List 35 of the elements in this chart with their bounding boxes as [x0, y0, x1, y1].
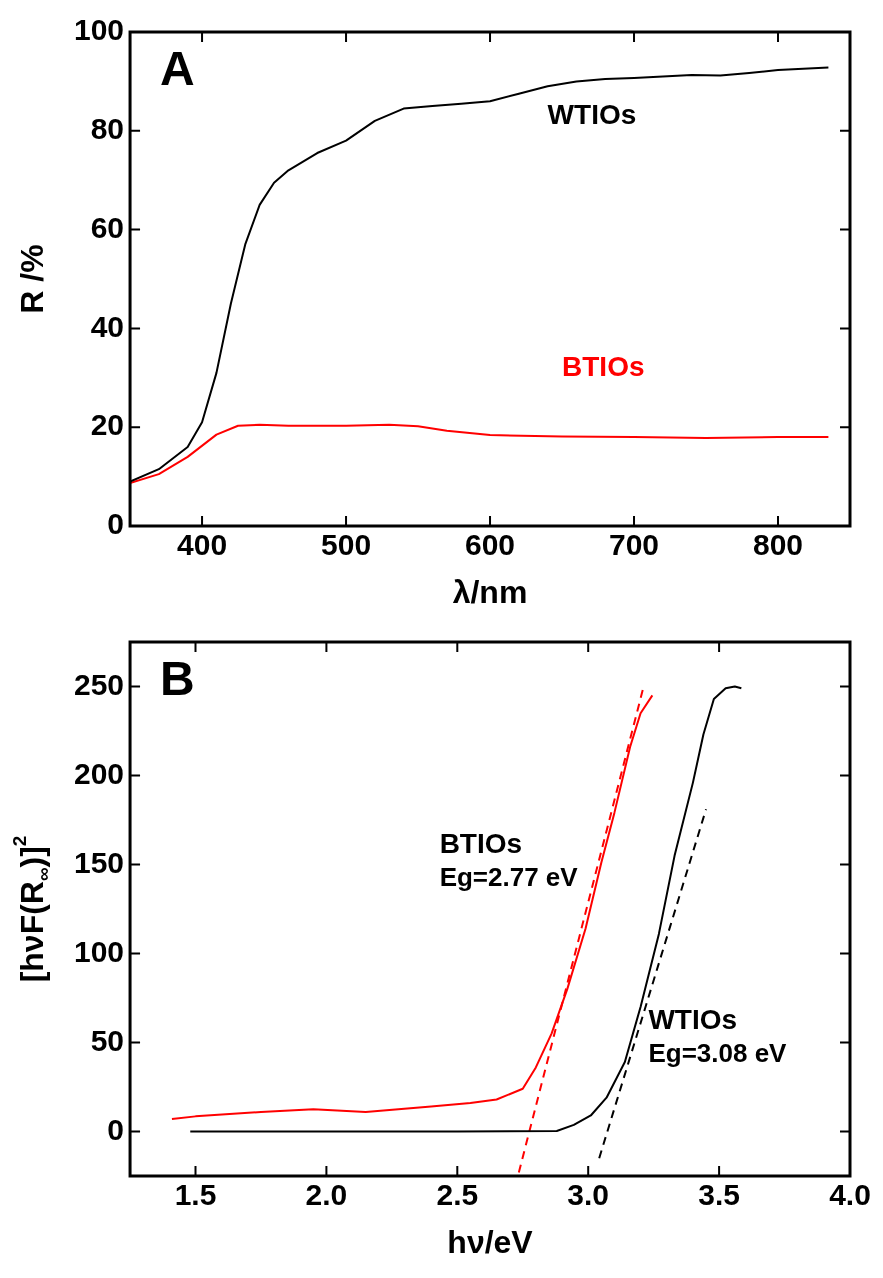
y-tick-label: 0 — [107, 1112, 125, 1146]
y-tick-label: 100 — [73, 934, 125, 968]
x-tick-label: 2.0 — [305, 1178, 348, 1212]
y-axis-title: [hνF(R∞)]2 — [9, 835, 55, 983]
y-tick-label: 80 — [90, 112, 125, 146]
x-tick-label: 700 — [608, 528, 660, 562]
chart-title: B — [160, 652, 195, 706]
y-tick-label: 60 — [90, 210, 125, 244]
y-tick-label: 50 — [90, 1023, 125, 1057]
x-tick-label: 4.0 — [829, 1178, 871, 1212]
x-axis-title: λ/nm — [452, 573, 528, 610]
series-label: WTIOs — [648, 1003, 738, 1035]
y-tick-label: 0 — [107, 507, 125, 541]
x-tick-label: 1.5 — [174, 1178, 217, 1212]
y-tick-label: 200 — [73, 756, 125, 790]
series-label: BTIOs — [562, 350, 645, 382]
text: BTIOs — [439, 827, 523, 859]
y-tick-label: 250 — [73, 667, 125, 701]
y-tick-label: 100 — [73, 13, 125, 47]
x-tick-label: 400 — [177, 528, 228, 562]
annotation: Eg=2.77 eV — [439, 862, 579, 893]
x-tick-label: 3.0 — [567, 1178, 610, 1212]
chart-title: A — [160, 42, 195, 96]
x-tick-label: 600 — [465, 528, 516, 562]
x-tick-label: 3.5 — [698, 1178, 740, 1212]
x-tick-label: 800 — [752, 528, 804, 562]
y-tick-label: 20 — [90, 408, 125, 442]
x-tick-label: 2.5 — [436, 1178, 479, 1212]
series-label: WTIOs — [547, 98, 637, 130]
x-axis-title: hν/eV — [447, 1223, 534, 1260]
annotation: Eg=3.08 eV — [648, 1038, 788, 1069]
x-tick-label: 500 — [321, 528, 372, 562]
y-axis-title: R /% — [13, 244, 50, 314]
y-tick-label: 40 — [90, 309, 125, 343]
y-tick-label: 150 — [73, 845, 125, 879]
